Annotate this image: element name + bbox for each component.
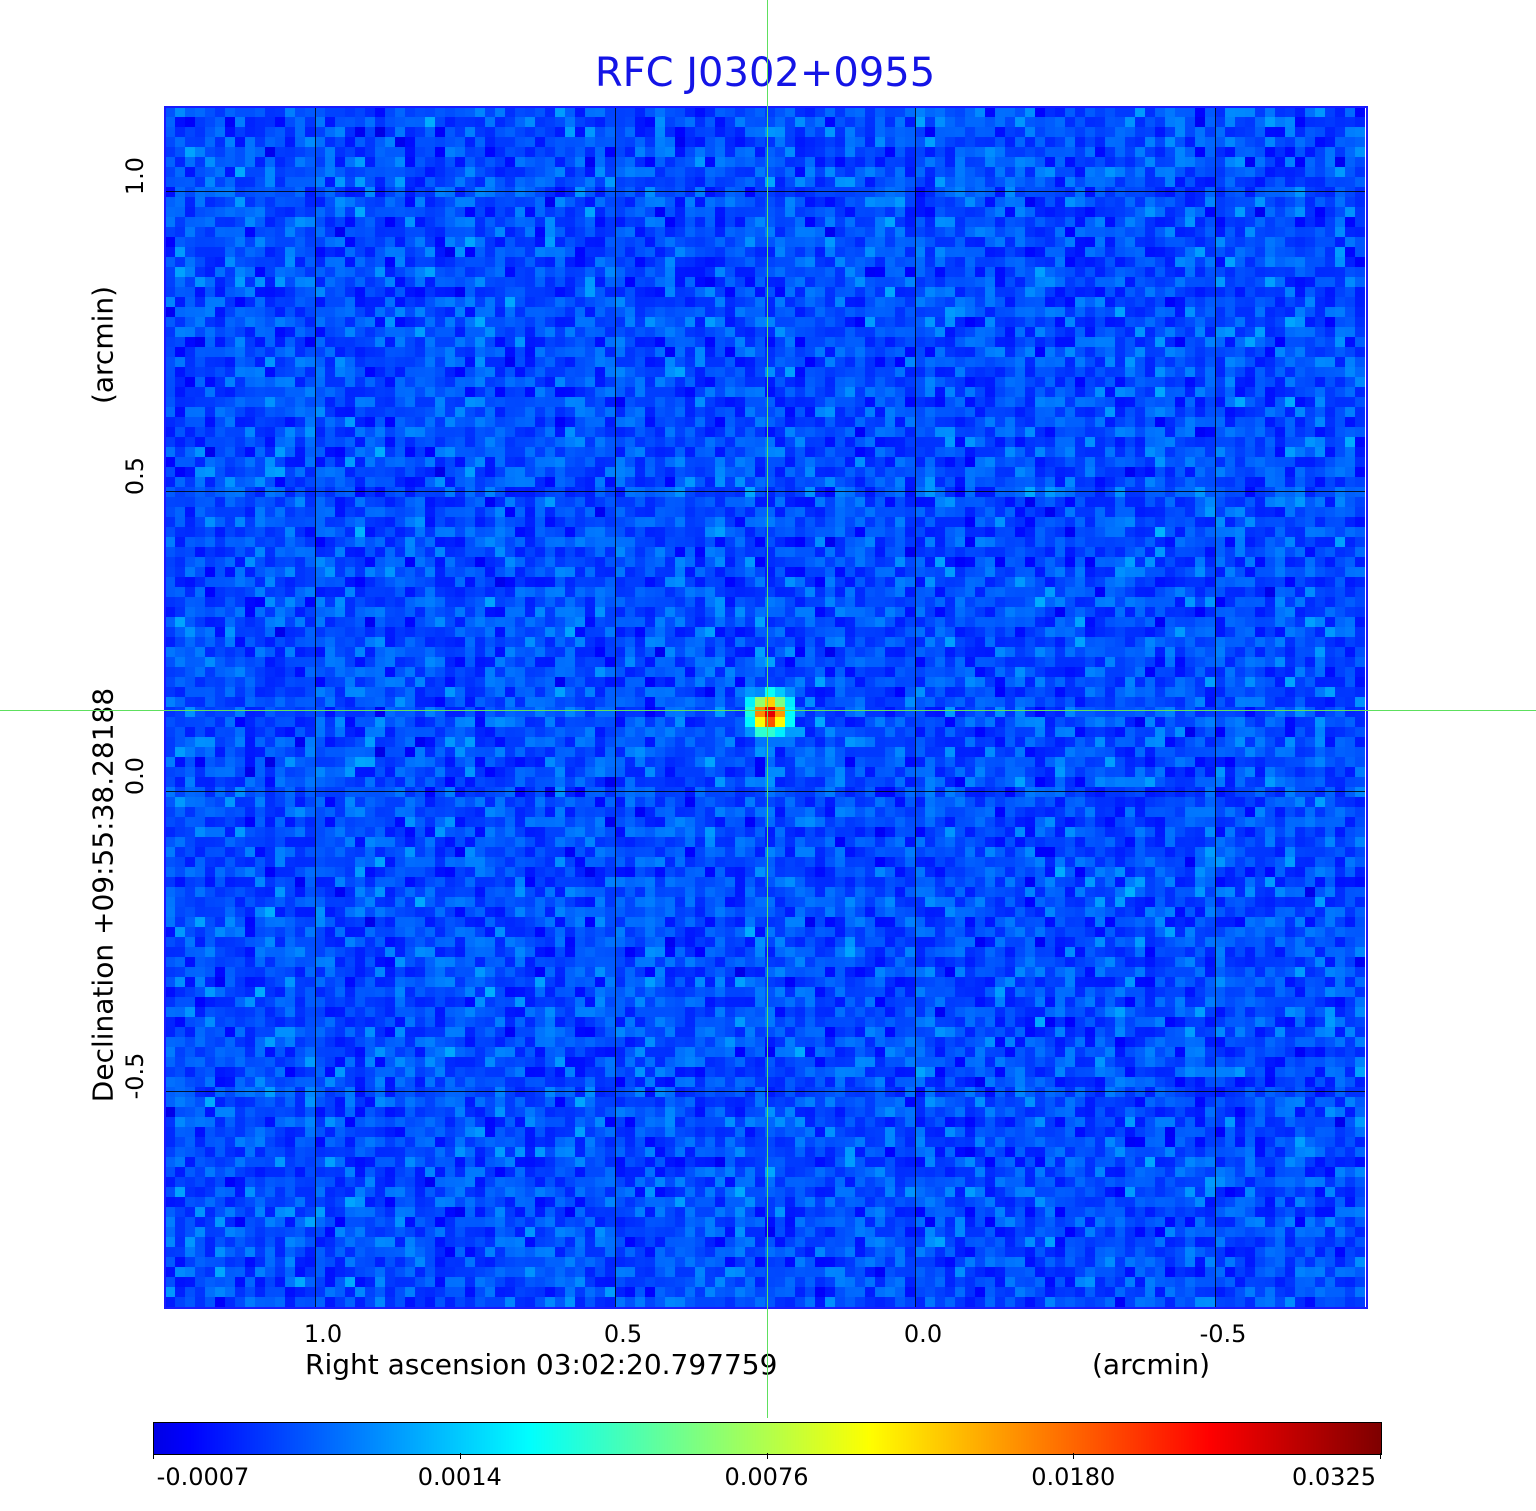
y-tick-label: 1.0 (121, 156, 149, 196)
colorbar-tick-mark (1380, 1453, 1381, 1459)
sky-image-heatmap (165, 107, 1365, 1307)
colorbar-tick-label: 0.0076 (724, 1463, 809, 1491)
y-tick-label: -0.5 (121, 1052, 149, 1100)
y-gridline (165, 1091, 1365, 1092)
x-gridline (1215, 107, 1216, 1307)
x-gridline (915, 107, 916, 1307)
chart-title: RFC J0302+0955 (594, 50, 936, 96)
x-axis-unit: (arcmin) (1092, 1348, 1211, 1381)
y-gridline (165, 191, 1365, 192)
x-tick-label: 1.0 (303, 1320, 343, 1348)
plot-frame (164, 106, 1368, 1309)
colorbar (153, 1422, 1382, 1455)
x-axis-label: Right ascension 03:02:20.797759 (305, 1348, 778, 1381)
colorbar-tick-label: 0.0180 (1031, 1463, 1116, 1491)
colorbar-tick-mark (459, 1453, 461, 1459)
colorbar-tick-label: 0.0014 (417, 1463, 502, 1491)
y-axis-unit: (arcmin) (86, 285, 120, 405)
x-tick-label: 0.0 (903, 1320, 943, 1348)
y-axis-label: Declination +09:55:38.28188 (86, 687, 120, 1103)
y-tick-label: 0.0 (121, 756, 149, 796)
colorbar-tick-label: 0.0325 (1292, 1463, 1376, 1491)
x-tick-label: 0.5 (603, 1320, 643, 1348)
x-gridline (315, 107, 316, 1307)
colorbar-tick-mark (766, 1453, 768, 1459)
crosshair-vertical (767, 0, 768, 1418)
x-tick-label: -0.5 (1199, 1320, 1247, 1348)
colorbar-tick-label: -0.0007 (156, 1463, 250, 1491)
crosshair-horizontal (0, 710, 1536, 711)
y-gridline (165, 791, 1365, 792)
x-gridline (615, 107, 616, 1307)
colorbar-tick-mark (1073, 1453, 1075, 1459)
colorbar-tick-mark (153, 1453, 154, 1459)
y-gridline (165, 491, 1365, 492)
y-tick-label: 0.5 (121, 456, 149, 496)
